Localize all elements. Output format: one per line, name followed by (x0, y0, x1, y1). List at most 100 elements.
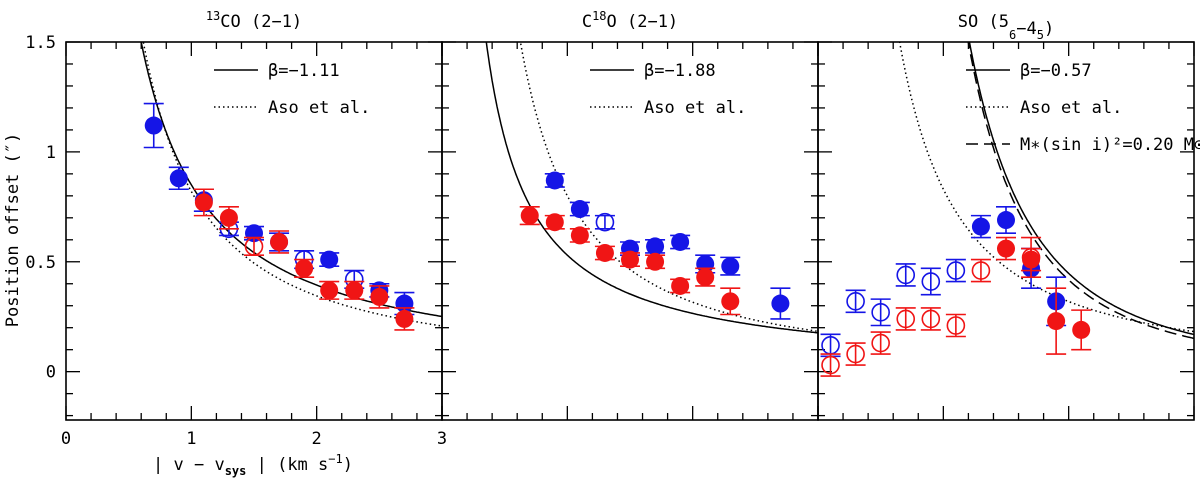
data-point-blue-open (946, 261, 966, 280)
panel-frame (441, 41, 819, 421)
data-point-blue-filled (671, 232, 690, 251)
x-axis-label-tail: | (km s (246, 455, 328, 475)
data-point-red-open (244, 237, 264, 256)
y-tick-label: 0.5 (25, 253, 56, 273)
panel-title: C18O (2−1) (582, 9, 678, 32)
data-point-red-open (846, 344, 865, 364)
panel-frame (817, 41, 1195, 421)
curve-dashed (967, 42, 1194, 340)
data-point-red-filled (320, 281, 339, 300)
data-point-red-filled (997, 239, 1015, 258)
x-tick-label: 3 (437, 429, 447, 449)
data-point-red-filled (295, 259, 314, 278)
x-axis-label-main: | v − v (153, 455, 225, 475)
data-point-red-open (896, 309, 916, 329)
panel-2: C18O (2−1) β=−1.88 Aso et al. (441, 9, 819, 421)
data-point-blue-filled (320, 250, 339, 269)
x-axis-label-exp: −1 (328, 452, 342, 466)
legend-label: β=−1.88 (644, 61, 716, 81)
data-point-red-filled (270, 232, 289, 251)
data-points (143, 102, 415, 331)
curve-solid (485, 42, 818, 334)
legend-label: Aso et al. (1020, 98, 1122, 118)
data-point-red-filled (395, 309, 414, 328)
panel-title: 13CO (2−1) (206, 9, 302, 32)
legend-label: Aso et al. (268, 98, 370, 118)
data-point-red-filled (646, 252, 665, 271)
x-axis-label-close: ) (343, 455, 353, 475)
data-point-blue-open (896, 265, 916, 285)
data-point-red-filled (545, 213, 564, 232)
panel-title: SO (56−45) (958, 12, 1054, 42)
y-axis-label: Position offset (″) (3, 133, 23, 327)
data-point-red-open (946, 316, 966, 335)
panel-title-part: CO (2−1) (220, 12, 302, 32)
x-tick-label: 1 (186, 429, 196, 449)
data-point-red-filled (1072, 320, 1091, 339)
curves (898, 42, 1194, 340)
curve-dotted (898, 42, 1194, 333)
curve-solid (140, 42, 442, 318)
data-point-red-filled (520, 206, 539, 225)
panel-title-part: C (582, 12, 592, 32)
legend-label: β=−1.11 (268, 61, 340, 81)
x-tick-label: 2 (312, 429, 322, 449)
y-tick-label: 1.5 (25, 33, 56, 53)
legend-label: β=−0.57 (1020, 61, 1092, 81)
data-points (820, 206, 1092, 377)
data-point-blue-filled (545, 171, 564, 190)
data-point-blue-filled (721, 257, 740, 276)
panel-3: SO (56−45) β=−0.57 Aso et al. M∗(sin i)²=0.… (817, 12, 1200, 421)
data-point-red-filled (595, 243, 614, 262)
panel-title-part: SO (5 (958, 12, 1009, 32)
panel-title-part: 5 (1037, 28, 1044, 42)
data-point-blue-filled (144, 116, 163, 135)
data-points (519, 171, 791, 320)
panel-title-part: 6 (1009, 28, 1016, 42)
data-point-red-open (921, 309, 941, 329)
data-point-blue-filled (570, 200, 589, 219)
data-point-blue-open (595, 212, 615, 232)
data-point-red-filled (194, 193, 213, 212)
curves (140, 42, 442, 327)
data-point-red-open (1021, 248, 1041, 267)
data-point-red-open (821, 355, 840, 375)
panel-title-part: 18 (592, 9, 606, 23)
curves (485, 42, 818, 334)
data-point-red-filled (570, 226, 589, 245)
panel-title-part: 13 (206, 9, 220, 23)
y-tick-label: 1 (46, 143, 56, 163)
data-point-red-filled (219, 208, 238, 227)
data-point-blue-filled (169, 169, 188, 188)
legend-label: M∗(sin i)²=0.20 M⊙ (1020, 135, 1200, 155)
panel-title-part: ) (1044, 19, 1054, 39)
data-point-red-filled (370, 287, 389, 306)
x-tick-label: 0 (61, 429, 71, 449)
data-point-red-filled (721, 292, 740, 311)
data-point-blue-open (846, 292, 865, 311)
data-point-blue-filled (997, 211, 1015, 230)
y-tick-label: 0 (46, 363, 56, 383)
data-point-red-filled (671, 276, 690, 295)
panel-title-part: −4 (1016, 19, 1036, 39)
curve-solid (968, 42, 1194, 336)
panel-1: 13CO (2−1) 0 1 2 3 0 0.5 1 1.5 β=−1.11 Aso et al. (25, 9, 447, 449)
data-point-blue-open (921, 272, 941, 291)
panel-title-part: O (2−1) (607, 12, 679, 32)
data-point-red-filled (345, 281, 364, 300)
data-point-blue-filled (646, 237, 665, 256)
x-axis-label-sub: sys (225, 464, 247, 478)
curve-dotted (142, 42, 442, 327)
data-point-blue-filled (971, 217, 990, 236)
data-point-red-open (871, 333, 890, 353)
data-point-red-open (971, 261, 991, 280)
legend-label: Aso et al. (644, 98, 746, 118)
x-axis-label: | v − vsys | (km s−1) (153, 452, 353, 478)
data-point-red-filled (696, 268, 715, 287)
data-point-red-filled (1047, 312, 1066, 331)
data-point-blue-open (871, 303, 890, 322)
data-point-blue-filled (771, 294, 790, 313)
data-point-red-filled (621, 250, 639, 269)
